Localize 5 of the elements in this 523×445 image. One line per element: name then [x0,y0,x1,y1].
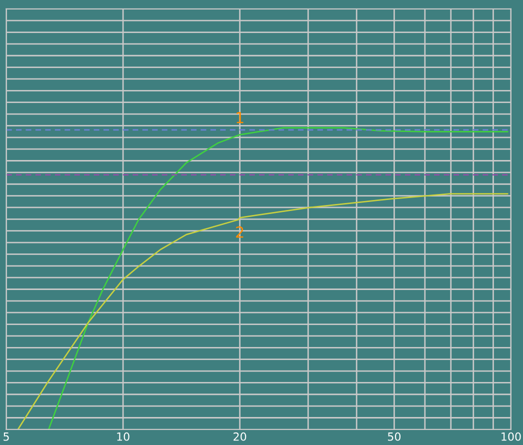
x-tick-label: 5 [4,432,9,441]
x-tick-label: 10 [117,432,130,441]
x-tick-label: 100 [502,432,521,441]
x-tick-label: 50 [388,432,401,441]
x-tick-label: 20 [234,432,246,441]
